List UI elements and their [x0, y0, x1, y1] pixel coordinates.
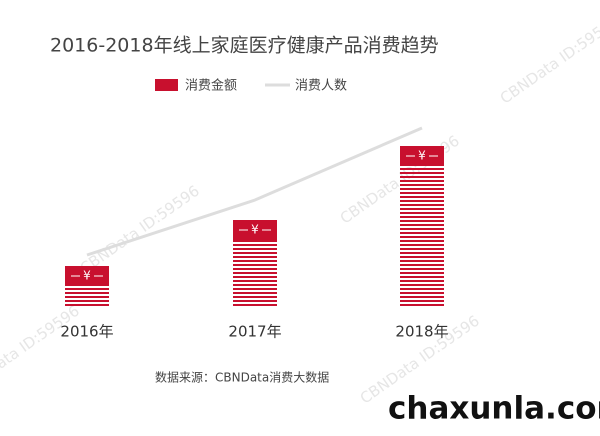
x-tick-label: 2018年	[395, 323, 448, 341]
source-note: 数据来源：CBNData消费大数据	[155, 370, 329, 385]
bar-symbol: ¥	[251, 223, 259, 237]
legend-swatch	[155, 79, 178, 91]
bar-cap-bg	[80, 269, 94, 283]
legend-label: 消费人数	[295, 79, 347, 94]
line	[86, 126, 423, 257]
chart-title: 2016-2018年线上家庭医疗健康产品消费趋势	[50, 35, 439, 57]
x-tick-label: 2016年	[60, 323, 113, 341]
bar	[400, 146, 444, 308]
x-tick-label: 2017年	[228, 323, 281, 341]
watermarks: CBNData ID:59596 CBNData ID:59596 CBNData …	[0, 12, 600, 408]
bar-symbol: ¥	[418, 149, 426, 163]
bar-symbol: ¥	[83, 269, 91, 283]
bar-cap-bg	[248, 223, 262, 237]
watermark: CBNData ID:59596	[497, 12, 600, 108]
watermark: CBNData ID:59596	[0, 302, 83, 398]
legend-label: 消费金额	[185, 78, 237, 94]
site-watermark: chaxunla.com	[388, 391, 600, 427]
bar-cap-bg	[415, 149, 429, 163]
watermark: CBNData ID:59596	[77, 182, 203, 278]
